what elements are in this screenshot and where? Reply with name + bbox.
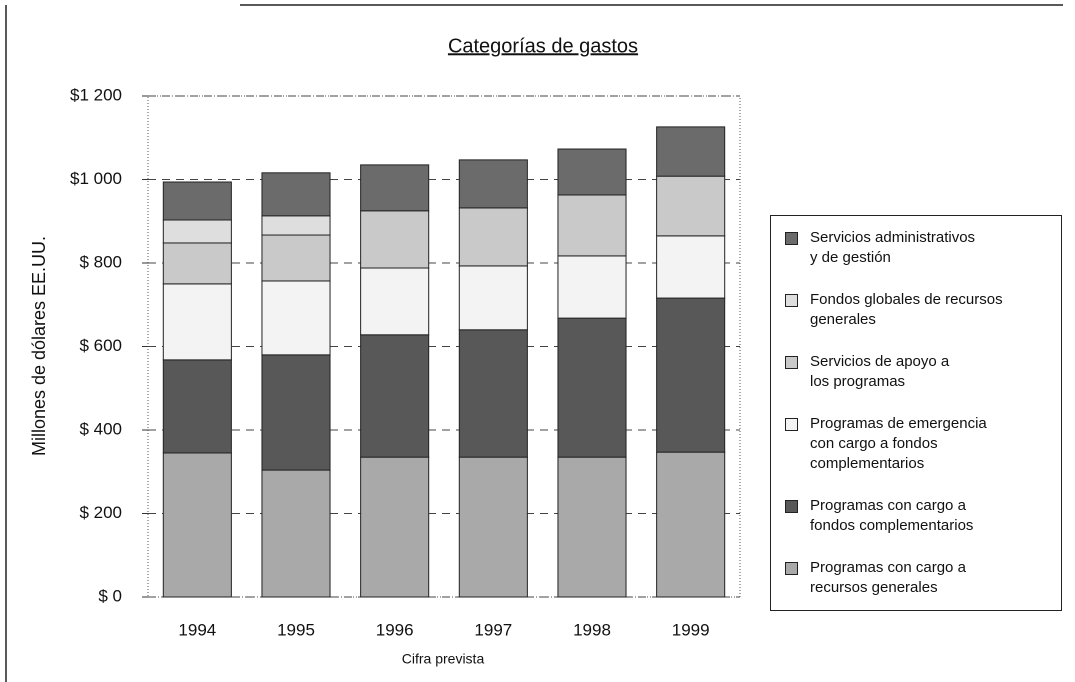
legend-label: Fondos globales de recursos generales xyxy=(810,291,1003,328)
chart-title: Categorías de gastos xyxy=(448,35,638,57)
bar-segment xyxy=(458,159,528,209)
bar-segment xyxy=(656,175,726,237)
legend-item: Programas con cargo a fondos complementa… xyxy=(781,496,1051,536)
y-tick-label: $1 200 xyxy=(70,85,122,104)
bar-segment xyxy=(458,456,528,598)
legend-item: Fondos globales de recursos generales xyxy=(781,290,1051,330)
bar-segment xyxy=(162,359,232,454)
bar-segment xyxy=(162,283,232,361)
legend-item: Programas de emergencia con cargo a fond… xyxy=(781,414,1051,474)
legend-swatch xyxy=(785,356,798,369)
legend-label: Servicios de apoyo a los programas xyxy=(810,353,950,390)
legend-item: Programas con cargo a recursos generales xyxy=(781,558,1051,598)
bar-segment xyxy=(162,181,232,221)
y-tick-label: $ 800 xyxy=(79,252,122,271)
bar-segment xyxy=(261,234,331,282)
bar-segment xyxy=(656,451,726,598)
legend-swatch xyxy=(785,500,798,513)
bar-segment xyxy=(261,354,331,471)
y-tick-label: $ 400 xyxy=(79,419,122,438)
legend: Servicios administrativos y de gestión Fo… xyxy=(770,215,1062,611)
y-tick-label: $ 0 xyxy=(98,586,122,605)
bar-segment xyxy=(458,329,528,458)
bar-segment xyxy=(261,280,331,356)
bar-segment xyxy=(162,242,232,285)
bar-segment xyxy=(261,215,331,236)
bar-segment xyxy=(656,297,726,453)
legend-swatch xyxy=(785,294,798,307)
x-tick-label: 1999 xyxy=(672,620,710,639)
y-tick-label: $ 200 xyxy=(79,503,122,522)
x-tick-label: 1998 xyxy=(573,620,611,639)
bar-segment xyxy=(557,194,627,257)
x-tick-label: 1994 xyxy=(178,620,216,639)
bar-segment xyxy=(557,255,627,319)
x-axis-label: Cifra prevista xyxy=(402,651,485,667)
legend-item: Servicios de apoyo a los programas xyxy=(781,352,1051,392)
x-tick-label: 1995 xyxy=(277,620,315,639)
bar-segment xyxy=(458,207,528,267)
y-tick-label: $1 000 xyxy=(70,169,122,188)
y-axis-label: Millones de dólares EE.UU. xyxy=(29,236,49,456)
legend-label: Programas con cargo a recursos generales xyxy=(810,559,966,596)
bar-segment xyxy=(557,456,627,598)
bar-segment xyxy=(656,126,726,177)
legend-item: Servicios administrativos y de gestión xyxy=(781,228,1051,268)
legend-swatch xyxy=(785,418,798,431)
bar-segment xyxy=(360,334,430,458)
bar-segment xyxy=(360,456,430,598)
legend-label: Programas con cargo a fondos complementa… xyxy=(810,497,974,534)
y-tick-label: $ 600 xyxy=(79,336,122,355)
legend-label: Programas de emergencia con cargo a fond… xyxy=(810,415,987,472)
legend-swatch xyxy=(785,562,798,575)
bar-segment xyxy=(162,219,232,244)
bar-segment xyxy=(557,317,627,458)
bar-segment xyxy=(360,267,430,336)
legend-swatch xyxy=(785,232,798,245)
bar-segment xyxy=(261,172,331,217)
bar-segment xyxy=(458,265,528,331)
bar-segment xyxy=(360,164,430,212)
bar-segment xyxy=(261,469,331,598)
bar-segment xyxy=(656,235,726,299)
legend-label: Servicios administrativos y de gestión xyxy=(810,229,976,266)
bar-segment xyxy=(557,148,627,196)
x-tick-label: 1996 xyxy=(376,620,414,639)
bar-segment xyxy=(162,452,232,598)
bar-segment xyxy=(360,210,430,269)
x-tick-label: 1997 xyxy=(474,620,512,639)
